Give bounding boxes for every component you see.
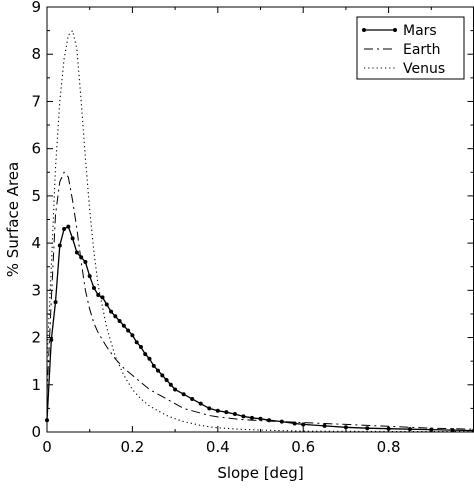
data-point-mars <box>249 415 254 420</box>
data-point-mars <box>83 260 88 264</box>
data-point-mars <box>198 401 203 406</box>
data-point-mars <box>160 373 165 378</box>
x-tick-label: 0.8 <box>377 438 401 456</box>
y-tick-label: 6 <box>31 140 41 158</box>
data-point-mars <box>87 274 92 279</box>
y-tick-label: 4 <box>31 234 41 252</box>
data-point-mars <box>62 226 67 231</box>
legend-label-earth: Earth <box>403 42 441 58</box>
data-point-mars <box>301 422 306 427</box>
x-tick-label: 0 <box>42 438 52 456</box>
x-tick-label: 0.4 <box>206 438 230 456</box>
data-point-mars <box>343 425 348 430</box>
data-point-mars <box>109 309 114 314</box>
series-line-mars <box>46 225 474 432</box>
data-point-mars <box>138 345 143 349</box>
data-point-mars <box>79 255 84 260</box>
data-point-mars <box>143 352 148 357</box>
data-point-mars <box>121 323 126 328</box>
data-point-mars <box>365 426 370 431</box>
x-axis-label: Slope [deg] <box>217 464 303 482</box>
y-tick-label: 0 <box>31 423 41 441</box>
data-point-mars <box>190 396 195 401</box>
data-point-mars <box>241 414 246 419</box>
data-point-mars <box>292 421 297 426</box>
series-line-venus <box>46 29 474 433</box>
data-point-mars <box>126 328 131 333</box>
data-point-mars <box>232 412 237 417</box>
legend-label-mars: Mars <box>403 23 437 39</box>
data-point-mars <box>70 236 75 241</box>
data-point-mars <box>168 382 173 387</box>
y-tick-label: 2 <box>31 329 41 347</box>
ticks-layer: 0 0.2 0.4 0.6 0.8 0 1 2 3 4 5 6 7 8 9 <box>31 0 474 456</box>
y-tick-label: 8 <box>31 45 41 63</box>
y-tick-label: 9 <box>31 0 41 16</box>
data-point-mars <box>173 387 178 392</box>
data-point-mars <box>279 419 284 424</box>
data-point-mars <box>57 243 62 248</box>
data-point-mars <box>156 368 161 373</box>
data-point-mars <box>66 224 71 229</box>
data-point-mars <box>147 356 152 361</box>
data-point-mars <box>258 416 263 421</box>
x-tick-label: 0.6 <box>291 438 315 456</box>
x-tick-label: 0.2 <box>120 438 144 456</box>
data-point-mars <box>53 300 58 305</box>
legend-marker <box>393 28 397 32</box>
y-tick-label: 5 <box>31 187 41 205</box>
series-line-earth <box>46 171 474 430</box>
series-layer <box>45 29 474 433</box>
data-point-mars <box>91 285 96 290</box>
y-tick-label: 1 <box>31 376 41 394</box>
data-point-mars <box>207 406 212 411</box>
data-point-mars <box>450 428 455 433</box>
data-point-mars <box>49 337 54 342</box>
data-point-mars <box>130 333 135 338</box>
data-point-mars <box>322 423 327 428</box>
data-point-mars <box>151 363 156 368</box>
legend-box <box>356 16 465 80</box>
legend-marker <box>362 28 366 32</box>
data-point-mars <box>181 392 186 397</box>
data-point-mars <box>224 410 229 415</box>
data-point-mars <box>117 319 122 324</box>
y-tick-label: 7 <box>31 92 41 110</box>
data-point-mars <box>134 340 139 345</box>
data-point-mars <box>267 418 272 423</box>
data-point-mars <box>215 408 220 413</box>
data-point-mars <box>113 314 118 319</box>
data-point-mars <box>407 427 412 432</box>
y-axis-label: % Surface Area <box>4 162 22 277</box>
y-tick-label: 3 <box>31 281 41 299</box>
data-point-mars <box>164 378 169 383</box>
data-point-mars <box>104 302 109 307</box>
legend-label-venus: Venus <box>403 61 445 77</box>
data-point-mars <box>45 418 49 423</box>
data-point-mars <box>96 293 101 298</box>
legend: Mars Earth Venus <box>356 16 465 80</box>
data-point-mars <box>100 295 105 300</box>
data-point-mars <box>74 250 79 255</box>
